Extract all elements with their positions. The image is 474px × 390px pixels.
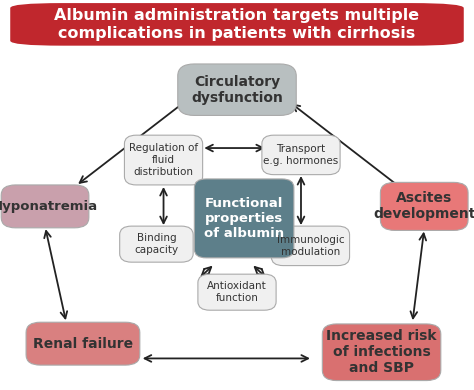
Text: Renal failure: Renal failure [33, 337, 133, 351]
Text: Circulatory
dysfunction: Circulatory dysfunction [191, 74, 283, 105]
Text: Hyponatremia: Hyponatremia [0, 200, 98, 213]
Text: Antioxidant
function: Antioxidant function [207, 282, 267, 303]
Text: Transport
e.g. hormones: Transport e.g. hormones [264, 144, 338, 166]
Text: Functional
properties
of albumin: Functional properties of albumin [204, 197, 284, 240]
Text: Binding
capacity: Binding capacity [134, 233, 179, 255]
Text: Albumin administration targets multiple
complications in patients with cirrhosis: Albumin administration targets multiple … [55, 8, 419, 41]
FancyBboxPatch shape [119, 226, 193, 262]
Text: Regulation of
fluid
distribution: Regulation of fluid distribution [129, 144, 198, 177]
FancyBboxPatch shape [271, 226, 350, 266]
FancyBboxPatch shape [380, 183, 468, 230]
FancyBboxPatch shape [262, 135, 340, 175]
FancyBboxPatch shape [124, 135, 202, 185]
FancyBboxPatch shape [10, 3, 464, 46]
FancyBboxPatch shape [178, 64, 296, 115]
FancyBboxPatch shape [26, 322, 140, 365]
Text: Increased risk
of infections
and SBP: Increased risk of infections and SBP [326, 329, 437, 376]
Text: Immunologic
modulation: Immunologic modulation [277, 235, 344, 257]
Text: Ascites
development: Ascites development [373, 191, 474, 222]
FancyBboxPatch shape [322, 324, 441, 381]
FancyBboxPatch shape [1, 185, 89, 228]
FancyBboxPatch shape [198, 274, 276, 310]
FancyBboxPatch shape [194, 179, 294, 258]
